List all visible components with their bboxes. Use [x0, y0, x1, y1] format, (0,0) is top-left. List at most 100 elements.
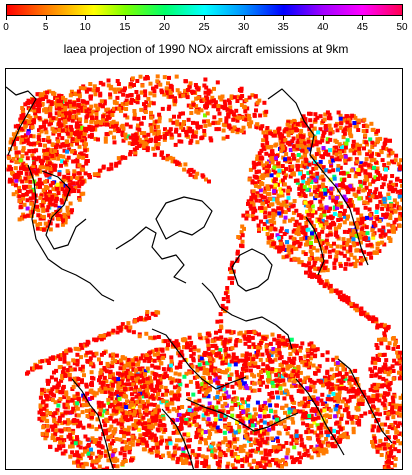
emission-cell — [120, 402, 125, 407]
emission-cell — [103, 390, 108, 394]
emission-cell — [325, 137, 330, 142]
emission-cell — [319, 258, 324, 263]
emission-cell — [64, 162, 69, 167]
emission-cell — [283, 410, 287, 415]
emission-cell — [267, 459, 272, 464]
emission-cell — [42, 416, 47, 421]
emission-cell — [379, 337, 384, 342]
emission-cell — [351, 187, 356, 192]
emission-cell — [353, 207, 358, 212]
emission-cell — [357, 186, 362, 191]
emission-cell — [219, 414, 224, 419]
emission-cell — [176, 446, 181, 451]
emission-cell — [342, 118, 346, 123]
emission-cell — [171, 120, 176, 125]
emission-cell — [235, 437, 240, 442]
emission-cell — [265, 225, 270, 230]
emission-cell — [187, 335, 192, 340]
emission-cell — [134, 385, 138, 390]
emission-cell — [333, 138, 338, 143]
emission-cell — [157, 115, 162, 120]
emission-cell — [198, 124, 203, 129]
emission-cell — [313, 139, 318, 144]
emission-cell — [321, 169, 326, 174]
emission-cell — [137, 427, 142, 432]
emission-cell — [281, 378, 286, 383]
emission-cell — [334, 157, 339, 162]
emission-cell — [213, 448, 218, 453]
emission-cell — [185, 411, 190, 416]
emission-cell — [315, 396, 320, 401]
emission-cell — [260, 182, 265, 186]
emission-cell — [339, 145, 344, 149]
emission-cell — [296, 164, 300, 169]
emission-cell — [284, 166, 288, 171]
emission-cell — [50, 126, 55, 131]
emission-cell — [125, 377, 130, 382]
emission-cell — [291, 125, 296, 130]
emission-cell — [40, 181, 45, 186]
emission-cell — [272, 241, 277, 246]
emission-cell — [26, 175, 31, 180]
emission-cell — [90, 459, 95, 464]
emission-cell — [207, 122, 212, 127]
emission-cell — [387, 196, 392, 200]
emission-cell — [197, 332, 202, 337]
emission-cell — [73, 91, 78, 96]
emission-cell — [328, 408, 333, 413]
emission-cell — [102, 419, 106, 424]
emission-cell — [179, 426, 184, 431]
emission-cell — [201, 375, 206, 380]
emission-cell — [338, 150, 342, 155]
emission-cell — [301, 262, 306, 267]
emission-cell — [227, 440, 232, 445]
emission-cell — [55, 421, 60, 426]
emission-cell — [402, 193, 403, 197]
emission-cell — [344, 141, 349, 146]
emission-cell — [188, 104, 193, 109]
emission-cell — [69, 127, 74, 132]
emission-cell — [360, 226, 365, 231]
emission-cell — [278, 193, 282, 198]
emission-cell — [336, 167, 340, 172]
emission-cell — [51, 427, 56, 432]
emission-cell — [129, 386, 134, 391]
emission-cell — [337, 424, 342, 429]
emission-cell — [250, 423, 255, 428]
emission-cell — [337, 223, 342, 228]
emission-cell — [276, 236, 281, 241]
emission-cell — [183, 420, 188, 425]
emission-cell — [147, 430, 152, 435]
emission-cell — [363, 231, 367, 236]
emission-cell — [75, 421, 79, 426]
emission-cell — [313, 227, 318, 232]
emission-cell — [389, 423, 394, 427]
emission-cell — [384, 203, 389, 208]
emission-cell — [205, 331, 210, 336]
emission-cell — [252, 354, 257, 359]
emission-cell — [270, 436, 275, 441]
emission-cell — [51, 163, 56, 168]
emission-cell — [375, 445, 380, 450]
emission-cell — [148, 91, 153, 96]
emission-cell — [387, 236, 392, 240]
emission-cell — [264, 456, 269, 461]
emission-cell — [284, 127, 289, 132]
emission-cell — [155, 74, 160, 79]
emission-cell — [81, 425, 86, 430]
emission-cell — [132, 109, 137, 113]
emission-cell — [348, 245, 353, 250]
emission-cell — [221, 386, 226, 391]
emission-cell — [115, 95, 120, 100]
emission-cell — [225, 443, 230, 447]
emission-cell — [357, 418, 362, 423]
emission-cell — [36, 135, 41, 140]
emission-cell — [66, 361, 71, 366]
emission-cell — [240, 458, 245, 463]
emission-cell — [62, 174, 67, 179]
emission-cell — [129, 373, 134, 377]
emission-cell — [295, 167, 300, 172]
emission-cell — [141, 447, 146, 452]
emission-cell — [77, 119, 82, 124]
emission-cell — [213, 455, 218, 460]
